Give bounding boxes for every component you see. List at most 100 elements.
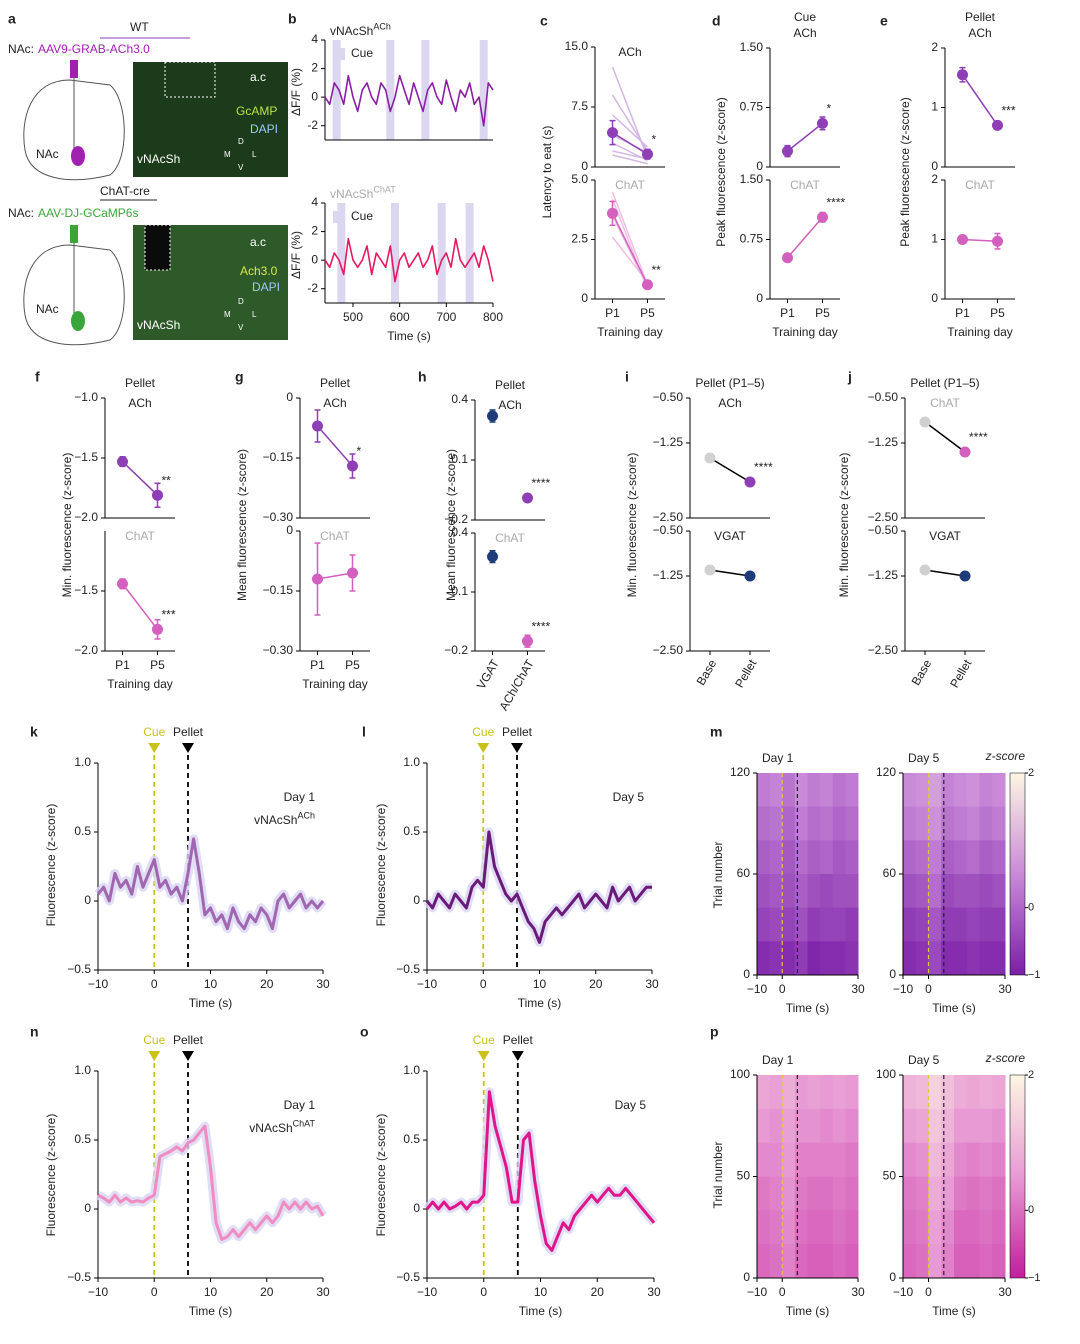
heat-cell: [807, 907, 821, 942]
heat-cell: [794, 1108, 808, 1144]
legend-swatch: [333, 48, 345, 60]
heat-cell: [757, 941, 771, 976]
colorbar: [1009, 772, 1026, 976]
heat-cell: [954, 1210, 968, 1245]
x-tick-label: P5: [150, 658, 165, 672]
heat-cell: [903, 1244, 917, 1279]
x-tick-label: Base: [909, 657, 935, 688]
y-axis-label: Peak fluorescence (z-score): [714, 97, 728, 246]
y-axis-label: Mean fluorescence (z-score): [444, 449, 458, 601]
heat-cell: [769, 1176, 783, 1211]
heat-cell: [782, 1244, 796, 1279]
point: [744, 570, 756, 582]
point: [704, 452, 716, 464]
x-tick-label: 20: [589, 977, 603, 991]
heat-cell: [769, 773, 783, 808]
y-tick-label: 0: [581, 291, 588, 305]
point: [117, 456, 128, 468]
y-tick-label: −0.2: [444, 512, 468, 526]
injection-prefix: NAc:: [8, 206, 34, 220]
marker-label: Cue: [472, 725, 494, 739]
heat-cell: [794, 806, 808, 841]
heat-cell: [820, 840, 834, 875]
heat-cell: [979, 941, 993, 976]
heat-cell: [992, 941, 1006, 976]
panel-a: a WT NAc: AAV9-GRAB-ACh3.0 NAc a.c GcAMP…: [8, 11, 288, 346]
compass: D: [238, 137, 244, 146]
heat-cell: [807, 1244, 821, 1279]
y-tick-label: 1: [931, 100, 938, 114]
heat-cell: [832, 806, 846, 841]
y-tick-label: −0.30: [263, 510, 294, 524]
x-axis-label: Time (s): [518, 996, 562, 1010]
heat-cell: [915, 1142, 929, 1177]
x-tick-label: 0: [925, 1285, 932, 1299]
panel-label: i: [625, 369, 629, 385]
y-tick-label: -2: [307, 281, 318, 295]
chart: −2.0 −1.5 −1.0 ** ACh Pellet f Min. fluorescenc…: [35, 369, 175, 597]
y-tick-label: 2: [311, 61, 318, 75]
point: [312, 573, 323, 585]
panel-label: j: [847, 369, 852, 385]
point: [522, 635, 533, 647]
heat-cell: [954, 874, 968, 909]
panel-label: c: [540, 13, 548, 29]
heat-cell: [757, 773, 771, 808]
heat-cell: [915, 806, 929, 841]
significance: ****: [827, 195, 846, 209]
heat-cell: [928, 1075, 942, 1110]
heat-cell: [954, 907, 968, 942]
error-band: [423, 1087, 658, 1255]
heat-cell: [769, 941, 783, 976]
compass: V: [238, 323, 244, 332]
area: vNAcSh: [137, 318, 180, 332]
x-tick-label: P5: [815, 306, 830, 320]
chart: −0.30 −0.15 0 P1 P5 ChAT Training day: [263, 523, 370, 691]
x-tick-label: P5: [990, 306, 1005, 320]
chart-title-sup: ChAT: [373, 184, 396, 194]
y-tick-label: 1.0: [74, 1063, 91, 1077]
heat-cell: [954, 773, 968, 808]
heat-cell: [769, 907, 783, 942]
y-tick-label: 0: [286, 390, 293, 404]
y-tick-label: 100: [730, 1067, 750, 1081]
x-tick-label: 30: [998, 982, 1012, 996]
virus: AAV9-GRAB-ACh3.0: [38, 42, 150, 56]
heat-cell: [903, 840, 917, 875]
fiber-outline: [164, 61, 216, 98]
point: [704, 564, 716, 576]
y-tick-label: −1.25: [653, 568, 684, 582]
heat-cell: [915, 840, 929, 875]
heat-cell: [903, 1210, 917, 1245]
heat-cell: [807, 874, 821, 909]
heat-cell: [966, 1142, 980, 1177]
x-tick-label: 10: [204, 1285, 218, 1299]
stain: DAPI: [252, 280, 280, 294]
heat-cell: [845, 1210, 859, 1245]
point: [992, 235, 1003, 247]
fiber-outline: [144, 224, 171, 271]
heat-cell: [979, 907, 993, 942]
marker-triangle: [477, 1051, 490, 1061]
connector: [786, 216, 824, 259]
x-tick-label: 600: [390, 310, 410, 324]
injection-prefix: NAc:: [8, 42, 34, 56]
compass: M: [224, 150, 231, 159]
point: [522, 492, 533, 504]
subplot-label: ChAT: [320, 529, 350, 543]
x-tick-label: 0: [779, 1285, 786, 1299]
y-tick-label: 0: [311, 252, 318, 266]
heat-cell: [820, 1176, 834, 1211]
point: [919, 564, 931, 576]
heat-cell: [954, 941, 968, 976]
point: [957, 69, 968, 81]
chart: −2.50 −1.25 −0.50 **** ChAT Pellet (P1–5) j Min…: [837, 369, 988, 598]
heat-cell: [794, 840, 808, 875]
y-tick-label: 0: [889, 1270, 896, 1284]
heat-cell: [832, 907, 846, 942]
colorbar-tick-label: −1: [1028, 1272, 1041, 1284]
heat-cell: [992, 1075, 1006, 1110]
heat-cell: [832, 1210, 846, 1245]
